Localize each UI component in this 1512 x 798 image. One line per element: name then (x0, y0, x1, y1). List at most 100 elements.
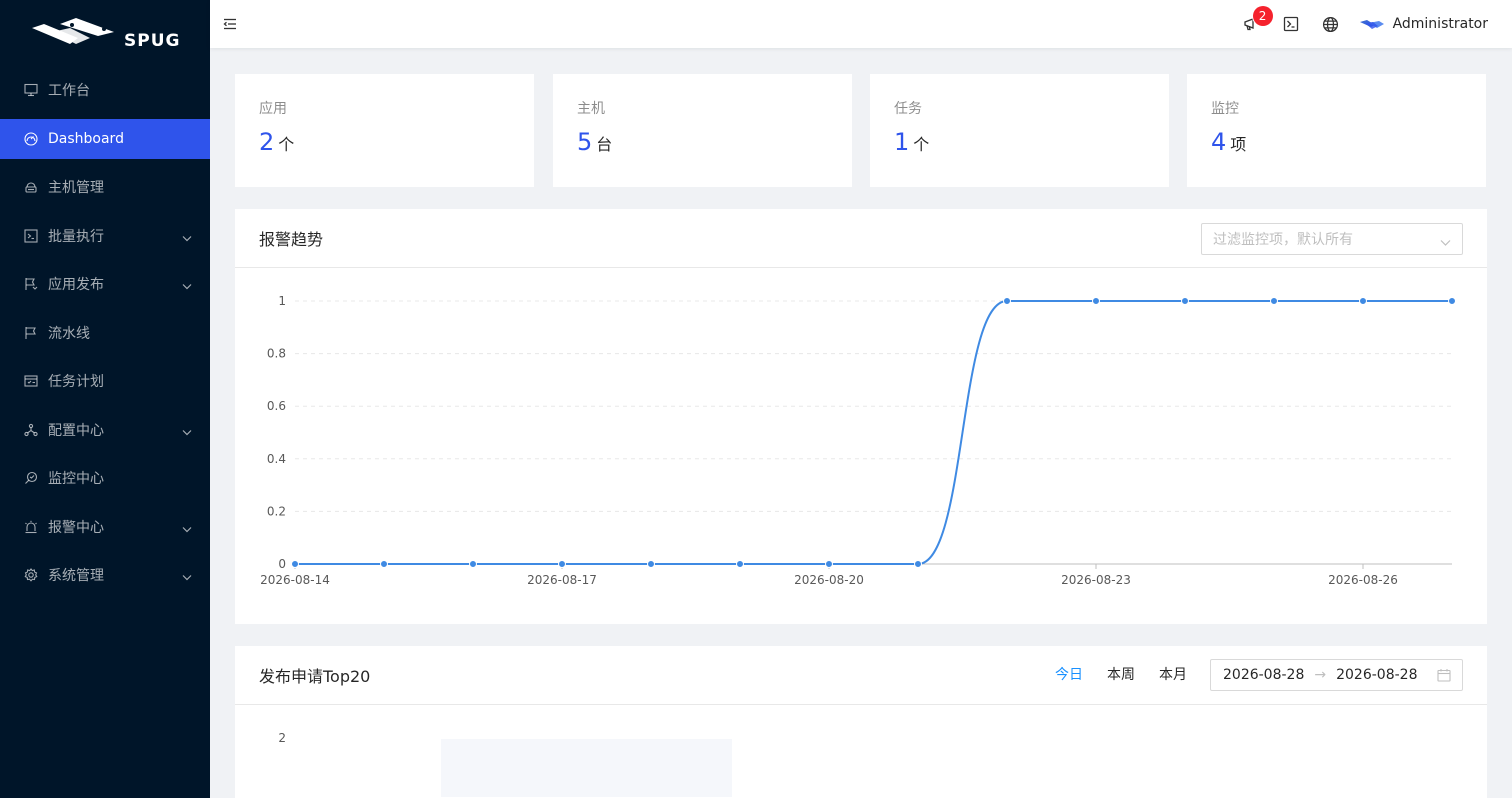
sidebar-item-dashboard[interactable]: Dashboard (0, 118, 210, 159)
header: 2 Administrator (210, 0, 1512, 48)
data-point (469, 560, 477, 568)
x-tick-label: 2026-08-26 (1328, 573, 1398, 587)
data-point (1003, 297, 1011, 305)
dashboard-icon (24, 131, 38, 146)
stat-value: 1 (894, 128, 910, 156)
x-tick-label: 2026-08-14 (260, 573, 330, 587)
menu-fold-icon[interactable] (222, 16, 238, 32)
header-actions: 2 Administrator (1231, 0, 1488, 48)
logo[interactable]: SPUG (0, 0, 210, 66)
data-point (825, 560, 833, 568)
web-terminal-button[interactable] (1271, 0, 1311, 48)
data-point (914, 560, 922, 568)
range-tabs: 今日 本周 本月 (1031, 664, 1187, 684)
alarm-trend-chart: 0 0.2 0.4 0.6 0.8 1 2026-08-14 2026-08-17 2026-0… (260, 294, 1456, 587)
notification-button[interactable]: 2 (1231, 0, 1273, 48)
range-start[interactable]: 2026-08-28 (1223, 667, 1305, 683)
sidebar: SPUG 工作台 Dashboard 主机管理批量执行应用发布流水线任务计划配置中心… (0, 0, 210, 798)
sidebar-item-label: 应用发布 (48, 277, 104, 293)
tab-today[interactable]: 今日 (1055, 667, 1083, 683)
stat-value: 5 (577, 128, 593, 156)
bar-hover-background (441, 739, 732, 798)
card-title: 报警趋势 (259, 230, 324, 249)
desktop-icon (24, 83, 38, 97)
brand-name: SPUG (124, 31, 180, 50)
x-tick-label: 2026-08-17 (527, 573, 597, 587)
sidebar-item-label: 监控中心 (48, 471, 104, 487)
stat-value: 2 (259, 128, 275, 156)
card-header: 报警趋势 过滤监控项，默认所有 (235, 209, 1487, 268)
sidebar-item-label: 任务计划 (48, 374, 104, 390)
stat-unit: 项 (1230, 135, 1247, 154)
sidebar-item-alert[interactable]: 报警中心 (0, 507, 210, 547)
range-end[interactable]: 2026-08-28 (1336, 667, 1418, 683)
range-separator: → (1314, 667, 1327, 683)
y-tick-label: 0 (278, 557, 286, 571)
tab-month[interactable]: 本月 (1159, 667, 1187, 683)
tab-week[interactable]: 本周 (1107, 667, 1135, 683)
chevron-down-icon (182, 230, 192, 246)
date-range-picker[interactable]: 2026-08-28 → 2026-08-28 (1210, 659, 1463, 691)
alarm-trend-card: 报警趋势 过滤监控项，默认所有 0 0.2 0.4 0.6 0.8 1 2026-08-14… (235, 209, 1487, 624)
sidebar-item-schedule[interactable]: 任务计划 (0, 361, 210, 401)
x-tick-label: 2026-08-23 (1061, 573, 1131, 587)
stat-title: 任务 (894, 101, 922, 117)
data-point (647, 560, 655, 568)
data-point (380, 560, 388, 568)
sidebar-item-label: 工作台 (48, 83, 90, 99)
sidebar-item-label: 批量执行 (48, 228, 104, 245)
data-point (1181, 297, 1189, 305)
x-tick-label: 2026-08-20 (794, 573, 864, 587)
sidebar-item-label: 主机管理 (48, 180, 104, 196)
sidebar-item-label: 系统管理 (48, 568, 104, 584)
notification-badge: 2 (1252, 6, 1273, 26)
y-tick-label: 1 (278, 294, 286, 308)
terminal-icon (1283, 16, 1298, 32)
sidebar-menu: 工作台 Dashboard 主机管理批量执行应用发布流水线任务计划配置中心监控中心报… (0, 70, 210, 595)
sidebar-item-setting[interactable]: 系统管理 (0, 555, 210, 595)
sidebar-item-flag-outline[interactable]: 流水线 (0, 313, 210, 353)
sidebar-item-code[interactable]: 批量执行 (0, 216, 210, 256)
data-point (1270, 297, 1278, 305)
schedule-icon (24, 374, 38, 388)
monitor-icon (24, 471, 38, 485)
y-tick-label: 0.8 (267, 347, 286, 361)
user-menu[interactable]: Administrator (1359, 16, 1488, 32)
avatar (1359, 20, 1384, 29)
data-point (1448, 297, 1456, 305)
select-placeholder: 过滤监控项，默认所有 (1213, 232, 1353, 248)
cloud-server-icon (24, 180, 38, 194)
sidebar-item-flag[interactable]: 应用发布 (0, 264, 210, 304)
chevron-down-icon (182, 424, 192, 440)
data-point (291, 560, 299, 568)
sidebar-item-deployment-unit[interactable]: 配置中心 (0, 410, 210, 450)
card-title: 发布申请Top20 (259, 667, 371, 686)
y-tick-label: 0.2 (267, 504, 286, 518)
series-line (295, 300, 1452, 565)
code-icon (24, 228, 38, 243)
y-tick-label: 0.4 (267, 452, 286, 466)
chevron-down-icon (1440, 235, 1451, 251)
data-point (558, 560, 566, 568)
calendar-icon (1437, 668, 1451, 686)
user-name: Administrator (1392, 16, 1488, 32)
spug-logo-icon: SPUG (32, 18, 180, 50)
alert-icon (24, 520, 38, 534)
y-tick-label: 2 (278, 731, 286, 745)
deploy-top20-card: 发布申请Top20 今日 本周 本月 2026-08-28 → 2026-08-… (235, 646, 1487, 798)
sidebar-item-cloud-server[interactable]: 主机管理 (0, 167, 210, 207)
deployment-unit-icon (24, 423, 38, 437)
data-point (736, 560, 744, 568)
language-button[interactable] (1311, 0, 1351, 48)
sidebar-item-label: 配置中心 (48, 422, 104, 439)
sidebar-item-monitor[interactable]: 监控中心 (0, 458, 210, 498)
sidebar-item-label: 流水线 (48, 325, 90, 342)
stat-unit: 台 (596, 135, 613, 154)
chevron-down-icon (182, 521, 192, 537)
monitor-filter-select[interactable]: 过滤监控项，默认所有 (1201, 223, 1463, 255)
stat-title: 监控 (1211, 101, 1239, 117)
sidebar-item-desktop[interactable]: 工作台 (0, 70, 210, 110)
deploy-top20-chart: 2 (278, 731, 732, 798)
chevron-down-icon (182, 569, 192, 585)
